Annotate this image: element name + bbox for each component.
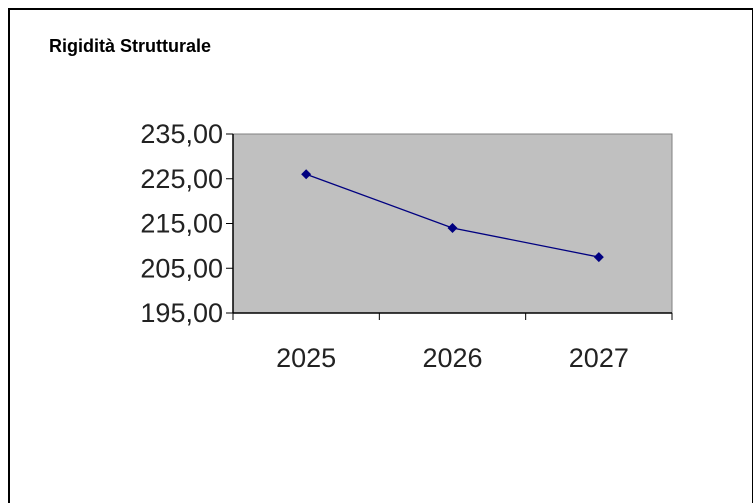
y-tick-label: 235,00 — [140, 119, 223, 149]
x-axis-ticks: 2025 2026 2027 — [232, 313, 673, 373]
x-tick-label: 2026 — [422, 343, 482, 373]
y-tick-label: 205,00 — [140, 253, 223, 283]
x-tick-label: 2025 — [276, 343, 336, 373]
y-tick-label: 195,00 — [140, 298, 223, 328]
y-axis-ticks: 235,00 225,00 215,00 205,00 195,00 — [140, 119, 233, 328]
data-point — [301, 169, 312, 180]
y-tick-label: 225,00 — [140, 164, 223, 194]
x-tick-label: 2027 — [569, 343, 629, 373]
series-group — [301, 169, 604, 263]
chart-title: Rigidità Strutturale — [49, 36, 212, 56]
data-point — [447, 222, 458, 233]
data-point — [593, 252, 604, 263]
y-tick-label: 215,00 — [140, 209, 223, 239]
